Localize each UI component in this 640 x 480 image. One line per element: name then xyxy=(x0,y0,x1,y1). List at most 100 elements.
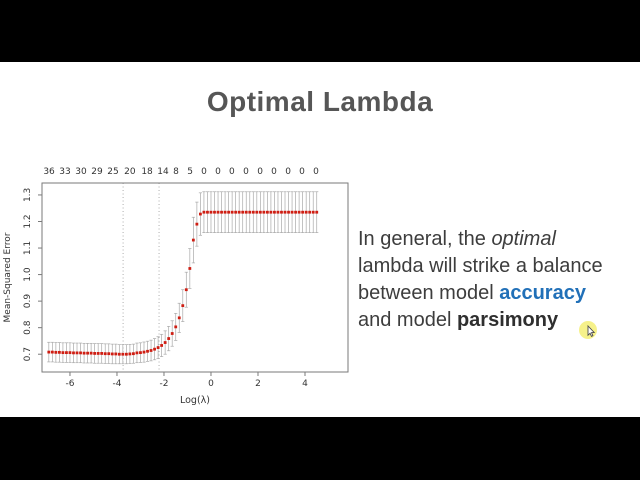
y-tick-label: 0.8 xyxy=(23,320,33,335)
x-tick-label: -4 xyxy=(112,379,121,389)
data-point xyxy=(177,316,181,320)
data-point xyxy=(156,346,160,349)
data-point xyxy=(216,210,220,214)
data-point xyxy=(174,325,178,329)
top-axis-label: 36 xyxy=(43,167,55,177)
cursor-arrow-icon xyxy=(587,324,596,338)
data-point xyxy=(304,210,308,214)
top-axis-label: 0 xyxy=(243,167,249,177)
top-axis-label: 0 xyxy=(201,167,207,177)
data-point xyxy=(206,210,209,214)
top-axis-label: 30 xyxy=(75,167,87,177)
body-text-segment: and model xyxy=(358,309,457,331)
data-point xyxy=(234,210,238,214)
data-point xyxy=(223,210,227,214)
data-point xyxy=(287,210,290,214)
x-tick-label: 2 xyxy=(255,379,261,389)
data-point xyxy=(273,210,276,214)
page-title: Optimal Lambda xyxy=(206,86,434,117)
top-axis-label: 25 xyxy=(107,167,118,177)
data-point xyxy=(124,352,128,356)
data-point xyxy=(301,210,305,214)
data-point xyxy=(110,352,114,356)
data-point xyxy=(251,210,255,214)
data-point xyxy=(163,341,167,344)
data-point xyxy=(191,238,195,242)
data-point xyxy=(128,352,132,356)
top-axis-label: 5 xyxy=(187,167,193,177)
body-text-segment: parsimony xyxy=(456,309,559,331)
body-text-segment: In general, the xyxy=(358,228,492,250)
mouse-cursor xyxy=(577,319,601,343)
data-point xyxy=(237,210,241,214)
data-point xyxy=(248,210,252,214)
top-axis-label: 8 xyxy=(173,167,179,177)
data-point xyxy=(93,352,97,355)
data-point xyxy=(72,351,75,355)
data-point xyxy=(117,352,121,356)
body-text-segment: accuracy xyxy=(499,282,586,304)
top-axis-label: 18 xyxy=(141,167,153,177)
data-point xyxy=(100,352,104,355)
presentation-slide: Optimal Lambda -6 -4 -2 0 2 4 0.7 0.8 0.9 1.0 1.1 1… xyxy=(0,62,640,417)
data-point xyxy=(181,304,185,308)
x-tick-label: -6 xyxy=(65,379,74,389)
x-axis-label: Log(λ) xyxy=(180,395,210,406)
y-tick-label: 1.0 xyxy=(23,267,33,282)
data-point xyxy=(50,350,54,354)
y-axis-label: Mean-Squared Error xyxy=(3,232,13,322)
x-tick-label: -2 xyxy=(159,379,168,389)
top-axis-label: 33 xyxy=(59,167,70,177)
data-point xyxy=(82,351,86,355)
data-point xyxy=(308,210,312,214)
data-point xyxy=(146,349,149,353)
data-point xyxy=(121,352,125,356)
data-point xyxy=(227,210,231,214)
data-point xyxy=(96,352,100,355)
data-point xyxy=(188,267,192,270)
data-point xyxy=(86,351,89,355)
data-point xyxy=(89,351,93,355)
data-point xyxy=(230,210,234,214)
mse-vs-loglambda-plot: -6 -4 -2 0 2 4 0.7 0.8 0.9 1.0 1.1 1.2 1.3 36 33 30 29 25… xyxy=(3,167,349,406)
y-tick-label: 0.9 xyxy=(23,294,33,309)
data-point xyxy=(153,347,156,351)
y-tick-label: 0.7 xyxy=(23,347,33,361)
data-point xyxy=(135,351,139,355)
data-point xyxy=(195,222,199,226)
data-point xyxy=(220,210,223,214)
data-point xyxy=(269,210,273,214)
y-tick-label: 1.3 xyxy=(23,188,33,202)
top-axis-label: 0 xyxy=(271,167,277,177)
body-text: In general, the optimal lambda will strik… xyxy=(358,226,622,334)
data-point xyxy=(139,351,142,355)
top-axis-label: 20 xyxy=(124,167,136,177)
data-point xyxy=(61,351,65,355)
top-axis-label: 0 xyxy=(229,167,235,177)
data-point xyxy=(47,350,51,354)
data-point xyxy=(160,344,164,347)
data-point xyxy=(114,352,118,356)
y-tick-label: 1.2 xyxy=(23,214,33,228)
top-axis-label: 0 xyxy=(313,167,319,177)
body-text-segment: lambda will strike a balance xyxy=(358,255,603,277)
x-tick-label: 4 xyxy=(302,379,308,389)
y-tick-label: 1.1 xyxy=(23,241,33,255)
top-axis-label: 0 xyxy=(285,167,291,177)
body-text-segment: between model xyxy=(358,282,500,304)
data-point xyxy=(149,349,153,352)
data-point xyxy=(57,350,61,354)
data-point xyxy=(255,210,259,214)
data-point xyxy=(167,337,171,340)
x-tick-label: 0 xyxy=(208,379,214,389)
top-axis-label: 14 xyxy=(157,167,169,177)
data-point xyxy=(65,351,68,355)
data-point xyxy=(68,351,72,355)
body-text-segment: optimal xyxy=(491,228,556,250)
data-point xyxy=(241,210,245,214)
data-point xyxy=(311,210,315,214)
data-point xyxy=(103,352,107,356)
data-point xyxy=(107,352,111,356)
data-point xyxy=(170,332,174,335)
